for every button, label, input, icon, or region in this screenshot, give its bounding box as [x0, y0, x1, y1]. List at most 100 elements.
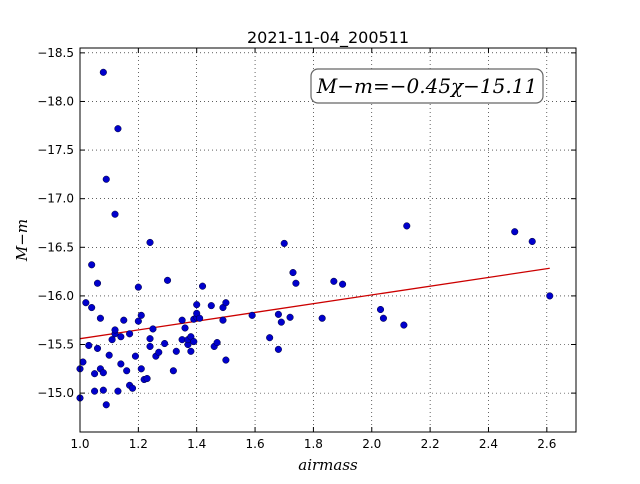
data-point	[82, 299, 90, 307]
data-point	[102, 175, 110, 183]
data-point	[146, 238, 154, 246]
data-point	[99, 68, 107, 76]
fit-line-group	[79, 267, 550, 340]
data-point	[213, 339, 221, 347]
y-tick-label: −16.0	[37, 289, 74, 303]
data-point	[207, 302, 215, 310]
data-point	[137, 365, 145, 373]
x-tick-label: 2.2	[421, 437, 440, 451]
data-point	[88, 304, 96, 312]
data-point	[79, 358, 87, 366]
data-point	[187, 347, 195, 355]
data-point	[111, 210, 119, 218]
data-point	[114, 387, 122, 395]
data-point	[528, 237, 536, 246]
data-point	[198, 282, 207, 290]
data-point	[93, 279, 102, 287]
y-tick-label: −17.0	[37, 192, 74, 206]
data-point	[163, 276, 172, 284]
data-point	[330, 277, 338, 285]
data-point	[266, 334, 274, 342]
y-tick-label: −18.0	[37, 94, 74, 108]
data-point	[120, 316, 128, 324]
data-point	[99, 386, 107, 394]
x-tick-label: 2.6	[537, 437, 556, 451]
data-point	[339, 280, 347, 288]
data-point	[105, 351, 113, 359]
data-point	[178, 316, 186, 324]
data-point	[511, 228, 519, 236]
data-point	[99, 369, 107, 377]
chart-title: 2021-11-04_200511	[247, 28, 409, 48]
data-point	[137, 311, 145, 319]
data-point	[126, 330, 134, 338]
data-point	[286, 313, 294, 321]
data-point	[222, 356, 230, 364]
data-point	[93, 344, 102, 352]
data-point	[128, 384, 137, 392]
annotation-text: M−m=−0.45χ−15.11	[316, 74, 537, 98]
data-point	[376, 305, 385, 314]
y-tick-label: −15.5	[37, 338, 74, 352]
data-point	[111, 326, 119, 334]
x-tick-label: 2.0	[362, 437, 381, 451]
data-point	[181, 324, 189, 332]
data-point	[274, 310, 282, 318]
data-point	[169, 367, 177, 375]
data-point	[277, 318, 285, 326]
tick-labels: 1.0 1.2 1.4 1.6 1.8 2.0 2.2 2.4 2.6 −15.0 −15.5 −16…	[37, 46, 556, 451]
data-point	[379, 314, 387, 322]
y-tick-label: −15.0	[37, 386, 74, 400]
data-point	[96, 314, 104, 322]
data-point	[146, 335, 154, 343]
data-point	[403, 222, 411, 230]
y-axis-label: M−m	[13, 219, 31, 262]
data-point	[155, 348, 163, 356]
data-point	[91, 387, 99, 395]
data-point	[88, 261, 96, 269]
annotation-box	[310, 68, 544, 104]
data-point	[292, 279, 300, 287]
data-point	[134, 283, 142, 291]
data-point	[134, 317, 142, 325]
data-point	[193, 301, 201, 309]
x-axis-label: airmass	[298, 456, 358, 474]
plot-frame	[79, 47, 577, 433]
data-point	[400, 321, 408, 329]
data-point	[289, 269, 297, 277]
data-point	[149, 325, 157, 333]
data-point	[117, 333, 125, 341]
data-point	[143, 374, 151, 383]
data-point	[280, 239, 288, 247]
y-tick-label: −18.5	[37, 46, 74, 60]
x-tick-label: 1.2	[129, 437, 148, 451]
axis-ticks	[79, 48, 576, 432]
data-point	[146, 342, 154, 351]
data-point	[114, 125, 122, 133]
x-tick-label: 1.0	[70, 437, 89, 451]
grid	[79, 48, 576, 432]
data-point	[190, 338, 198, 346]
data-point	[131, 352, 139, 360]
data-point	[219, 316, 227, 324]
data-point	[546, 292, 554, 300]
y-tick-label: −16.5	[37, 240, 74, 254]
x-tick-label: 1.4	[187, 437, 206, 451]
data-point	[318, 314, 326, 322]
data-point	[274, 345, 282, 353]
x-tick-label: 1.6	[246, 437, 265, 451]
data-point	[108, 336, 116, 344]
data-point	[172, 347, 180, 355]
data-point	[123, 367, 131, 375]
x-tick-label: 2.4	[479, 437, 498, 451]
data-point	[196, 314, 204, 322]
data-points	[76, 68, 554, 409]
data-point	[91, 370, 99, 378]
data-point	[248, 311, 256, 319]
data-point	[222, 299, 230, 307]
data-point	[85, 341, 93, 350]
fit-line	[79, 267, 550, 340]
data-point	[102, 401, 110, 409]
